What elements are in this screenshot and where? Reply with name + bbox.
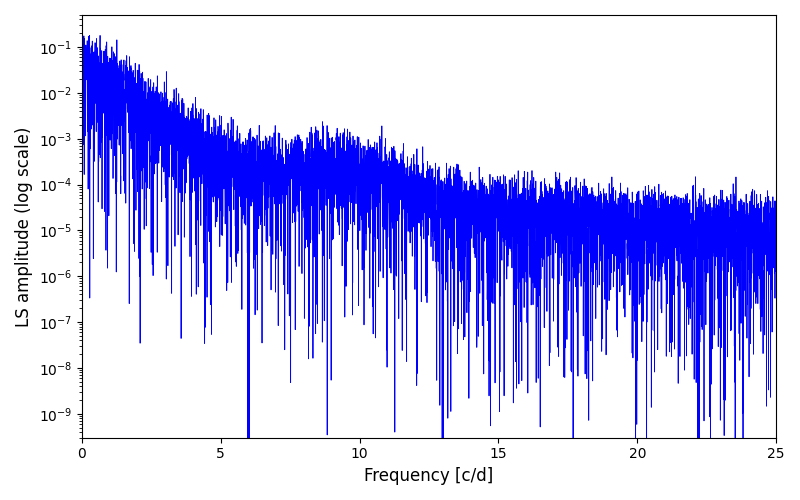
X-axis label: Frequency [c/d]: Frequency [c/d] xyxy=(364,467,494,485)
Y-axis label: LS amplitude (log scale): LS amplitude (log scale) xyxy=(15,126,33,326)
